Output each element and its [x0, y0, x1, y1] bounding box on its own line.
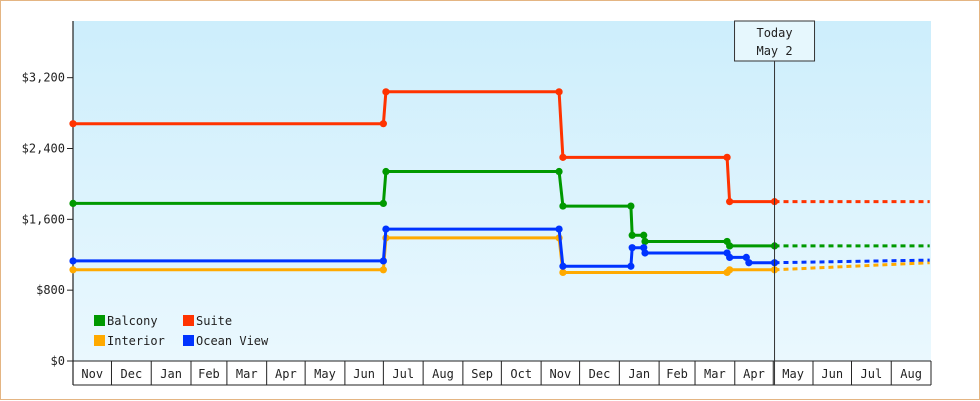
today-box — [734, 20, 816, 62]
y-tick-label: $3,200 — [22, 71, 65, 85]
x-tick-label: Jul — [392, 367, 414, 381]
data-point[interactable] — [559, 202, 567, 210]
data-point[interactable] — [627, 202, 635, 210]
data-point[interactable] — [379, 257, 387, 265]
legend-label: Interior — [107, 334, 165, 348]
legend-item-balcony: Balcony — [94, 314, 158, 328]
data-point[interactable] — [627, 262, 635, 270]
x-tick-label: May — [782, 367, 804, 381]
x-tick-label: Jun — [353, 367, 375, 381]
series-ocean-view — [69, 225, 930, 270]
y-tick-label: $1,600 — [22, 212, 65, 226]
data-point[interactable] — [640, 231, 648, 239]
today-date-label: May 2 — [756, 44, 792, 58]
legend: Balcony Suite Interior Ocean View — [94, 314, 269, 348]
x-tick-label: Aug — [900, 367, 922, 381]
x-tick-label: Oct — [510, 367, 532, 381]
series-layer — [69, 88, 930, 277]
legend-label: Ocean View — [196, 334, 269, 348]
data-point[interactable] — [628, 244, 636, 252]
x-tick-label: Nov — [81, 367, 103, 381]
data-point[interactable] — [69, 266, 77, 274]
x-tick-label: Sep — [471, 367, 493, 381]
x-tick-label: Nov — [550, 367, 572, 381]
data-point[interactable] — [641, 237, 649, 246]
data-point[interactable] — [382, 167, 390, 176]
data-point[interactable] — [379, 120, 387, 128]
legend-item-suite: Suite — [183, 314, 232, 328]
legend-swatch — [94, 315, 105, 326]
x-tick-label: Jan — [628, 367, 650, 381]
data-point[interactable] — [723, 153, 731, 161]
today-marker: Today May 2 — [734, 20, 816, 385]
x-tick-label: Dec — [121, 367, 143, 381]
data-point[interactable] — [641, 249, 649, 257]
series-line — [73, 90, 775, 204]
series-forecast-line — [774, 261, 930, 272]
y-tick-label: $2,400 — [22, 142, 65, 156]
legend-swatch — [183, 315, 194, 326]
data-point[interactable] — [745, 259, 753, 267]
y-tick-label: $800 — [36, 283, 65, 297]
data-point[interactable] — [726, 266, 734, 274]
data-point[interactable] — [379, 199, 387, 207]
x-tick-label: Feb — [198, 367, 220, 381]
series-forecast-line — [774, 258, 930, 265]
x-tick-label: Mar — [704, 367, 726, 381]
plot-background — [73, 21, 931, 361]
x-tick-label: Aug — [432, 367, 454, 381]
legend-label: Balcony — [107, 314, 158, 328]
legend-swatch — [94, 335, 105, 346]
data-point[interactable] — [628, 231, 636, 239]
x-tick-label: Feb — [666, 367, 688, 381]
x-tick-label: Jan — [160, 367, 182, 381]
data-point[interactable] — [382, 88, 390, 96]
data-point[interactable] — [382, 225, 390, 233]
today-label: Today — [756, 26, 792, 40]
data-point[interactable] — [555, 225, 563, 233]
legend-item-ocean-view: Ocean View — [183, 334, 269, 348]
data-point[interactable] — [69, 120, 77, 128]
legend-item-interior: Interior — [94, 334, 165, 348]
x-tick-label: Jul — [861, 367, 883, 381]
data-point[interactable] — [379, 266, 387, 274]
x-tick-label: Mar — [236, 367, 258, 381]
data-point[interactable] — [555, 88, 563, 96]
data-point[interactable] — [559, 268, 567, 277]
y-tick-label: $0 — [51, 354, 65, 368]
data-point[interactable] — [69, 199, 77, 207]
x-tick-label: May — [314, 367, 336, 381]
data-point[interactable] — [726, 253, 734, 262]
axes: $0 $800 $1,600 $2,400 $3,200 Nov Dec Jan Feb Mar A… — [22, 21, 932, 386]
data-point[interactable] — [559, 153, 567, 161]
legend-swatch — [183, 335, 194, 346]
data-point[interactable] — [559, 262, 567, 270]
x-tick-label: Apr — [275, 367, 297, 381]
x-tick-label: Dec — [589, 367, 611, 381]
x-tick-label: Apr — [743, 367, 765, 381]
data-point[interactable] — [555, 167, 563, 176]
data-point[interactable] — [69, 257, 77, 265]
legend-label: Suite — [196, 314, 232, 328]
x-tick-label: Jun — [821, 367, 843, 381]
data-point[interactable] — [726, 242, 734, 250]
data-point[interactable] — [726, 198, 734, 206]
